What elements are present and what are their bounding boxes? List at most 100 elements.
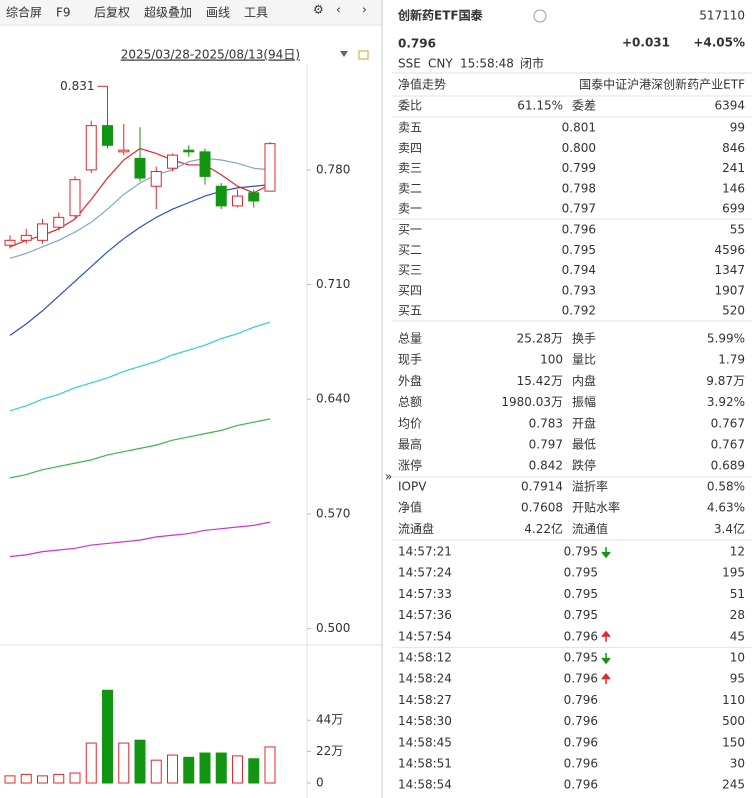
candle-body [215, 185, 227, 207]
y-tick-label: 0.640 [316, 392, 350, 406]
last-price: 0.796 [398, 37, 436, 51]
book-price: 0.797 [562, 202, 596, 216]
toolbar-button[interactable]: 综合屏 [6, 5, 42, 20]
y-tick-label: 44万 [316, 713, 343, 727]
candle-body [232, 195, 243, 207]
stat-label: 开盘 [572, 415, 596, 430]
tick-volume: 245 [722, 778, 745, 792]
book-price: 0.793 [562, 283, 596, 297]
volume-bar [248, 758, 260, 784]
stat-label: 振幅 [572, 394, 596, 409]
stat-value: 15.42万 [517, 374, 563, 388]
stat-value: 0.783 [529, 416, 563, 430]
candle-body [53, 216, 65, 228]
volume-bar [167, 754, 178, 784]
toolbar-button[interactable]: 画线 [206, 6, 230, 20]
high-label: 0.831 [60, 79, 94, 93]
book-level: 买四 [398, 283, 422, 297]
tick-time: 14:57:54 [398, 629, 452, 643]
volume-bar [183, 756, 195, 784]
tick-time: 14:58:24 [398, 672, 452, 686]
volume-bar [4, 775, 16, 784]
book-level: 买二 [398, 243, 422, 257]
book-volume: 1907 [714, 283, 745, 297]
volume-bar [85, 742, 97, 784]
collapse-button[interactable]: » [385, 470, 392, 484]
tick-volume: 51 [730, 587, 745, 601]
volume-bar [102, 689, 113, 784]
stat-label: 现手 [398, 353, 422, 367]
stat-value: 0.58% [707, 480, 745, 494]
book-level: 买三 [398, 263, 422, 277]
stat-value: 0.7914 [521, 480, 563, 494]
tick-time: 14:57:36 [398, 608, 452, 622]
tick-time: 14:57:21 [398, 545, 452, 559]
tick-arrow [601, 630, 611, 642]
toolbar-button[interactable]: 工具 [244, 6, 268, 20]
book-level: 卖二 [398, 181, 422, 195]
volume-bar [69, 772, 81, 784]
y-tick-label: 0 [316, 776, 324, 790]
toolbar-button[interactable]: F9 [56, 6, 71, 20]
dropdown-icon[interactable] [340, 51, 348, 57]
book-level: 买一 [398, 223, 422, 237]
settings-icon[interactable]: ⚙ [313, 3, 324, 17]
book-price: 0.792 [562, 304, 596, 318]
book-volume: 55 [730, 223, 745, 237]
tick-arrow [601, 547, 611, 559]
more-icon[interactable]: ‹ [336, 3, 341, 17]
volume-bar [232, 755, 243, 784]
volume-bar [37, 775, 48, 784]
stat-label: 净值 [398, 500, 422, 515]
toolbar-button[interactable]: 超级叠加 [144, 5, 192, 20]
stat-label: 开贴水率 [572, 500, 620, 515]
price-change-pct: +4.05% [693, 36, 745, 50]
candle-body [134, 157, 146, 179]
tick-price: 0.796 [564, 735, 598, 749]
book-price: 0.800 [562, 141, 596, 155]
stat-value: 5.99% [707, 332, 745, 346]
stat-value: 25.28万 [517, 332, 563, 346]
info-icon[interactable] [533, 9, 547, 23]
tick-volume: 45 [730, 629, 745, 643]
book-price: 0.796 [562, 223, 596, 237]
stat-label: 内盘 [572, 373, 596, 388]
volume-bar [264, 746, 276, 784]
stat-value: 100 [540, 353, 563, 367]
stat-label: 跌停 [572, 458, 596, 473]
lock-icon[interactable] [358, 50, 369, 60]
book-level: 卖一 [398, 202, 422, 216]
quote-meta: 15:58:48 [460, 57, 514, 71]
tick-price: 0.795 [564, 651, 598, 665]
stat-value: 9.87万 [706, 374, 745, 388]
tick-price: 0.795 [564, 608, 598, 622]
stat-value: 0.767 [711, 438, 745, 452]
stat-label: 流通值 [572, 521, 608, 536]
candle-body [118, 149, 130, 153]
toolbar-button[interactable]: 后复权 [94, 6, 130, 20]
nav-trend-tab[interactable]: 净值走势 [398, 77, 446, 92]
book-volume: 699 [722, 202, 745, 216]
tick-time: 14:58:30 [398, 714, 452, 728]
tick-time: 14:58:54 [398, 778, 452, 792]
tick-time: 14:57:33 [398, 587, 452, 601]
stat-label: 外盘 [398, 373, 422, 388]
candle-body [4, 239, 16, 246]
book-volume: 520 [722, 304, 745, 318]
stat-label: 总量 [398, 332, 422, 346]
tick-volume: 28 [730, 608, 745, 622]
tick-arrow [601, 672, 611, 685]
value: 6394 [714, 99, 745, 113]
ma-line [9, 157, 271, 259]
y-tick-label: 0.500 [316, 621, 350, 635]
tick-time: 14:57:24 [398, 566, 452, 580]
candle-body [183, 149, 195, 153]
tick-price: 0.795 [564, 587, 598, 601]
tick-time: 14:58:12 [398, 651, 452, 665]
stat-label: 量比 [572, 353, 596, 367]
tick-volume: 30 [730, 757, 745, 771]
book-price: 0.794 [562, 263, 596, 277]
tick-price: 0.795 [564, 566, 598, 580]
book-level: 卖四 [398, 141, 422, 155]
more-icon[interactable]: › [362, 3, 367, 17]
